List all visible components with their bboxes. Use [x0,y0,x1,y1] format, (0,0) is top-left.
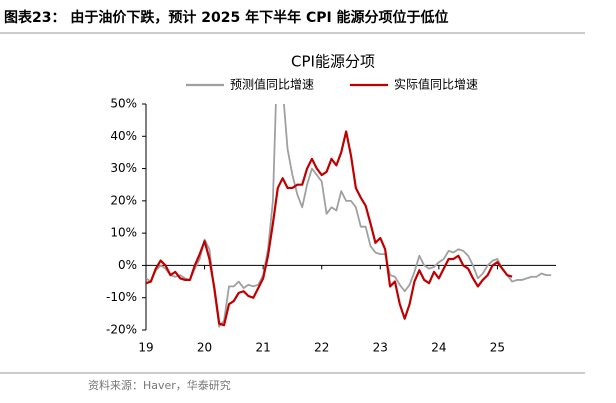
y-tick-label: 10% [110,226,137,240]
y-tick-label: 0% [118,258,137,272]
x-tick-label: 23 [373,341,388,355]
x-tick-label: 24 [431,341,446,355]
y-tick-label: 30% [110,161,137,175]
y-tick-label: -20% [106,323,137,337]
x-tick-label: 22 [314,341,329,355]
x-tick-label: 25 [490,341,505,355]
legend-label: 预测值同比增速 [230,77,314,92]
chart-title: CPI能源分项 [291,53,375,71]
series-line [146,130,513,327]
y-tick-label: -10% [106,290,137,304]
header-title: 图表23： 由于油价下跌，预计 2025 年下半年 CPI 能源分项位于低位 [4,9,449,26]
series-line [146,104,552,328]
plot-area [146,104,552,328]
x-tick-label: 21 [256,341,271,355]
source: 资料来源：Haver，华泰研究 [88,378,231,392]
y-tick-label: 50% [110,97,137,111]
legend-label: 实际值同比增速 [394,77,478,92]
y-tick-label: 40% [110,129,137,143]
y-tick-label: 20% [110,193,137,207]
x-tick-label: 19 [138,341,153,355]
x-tick-label: 20 [197,341,212,355]
